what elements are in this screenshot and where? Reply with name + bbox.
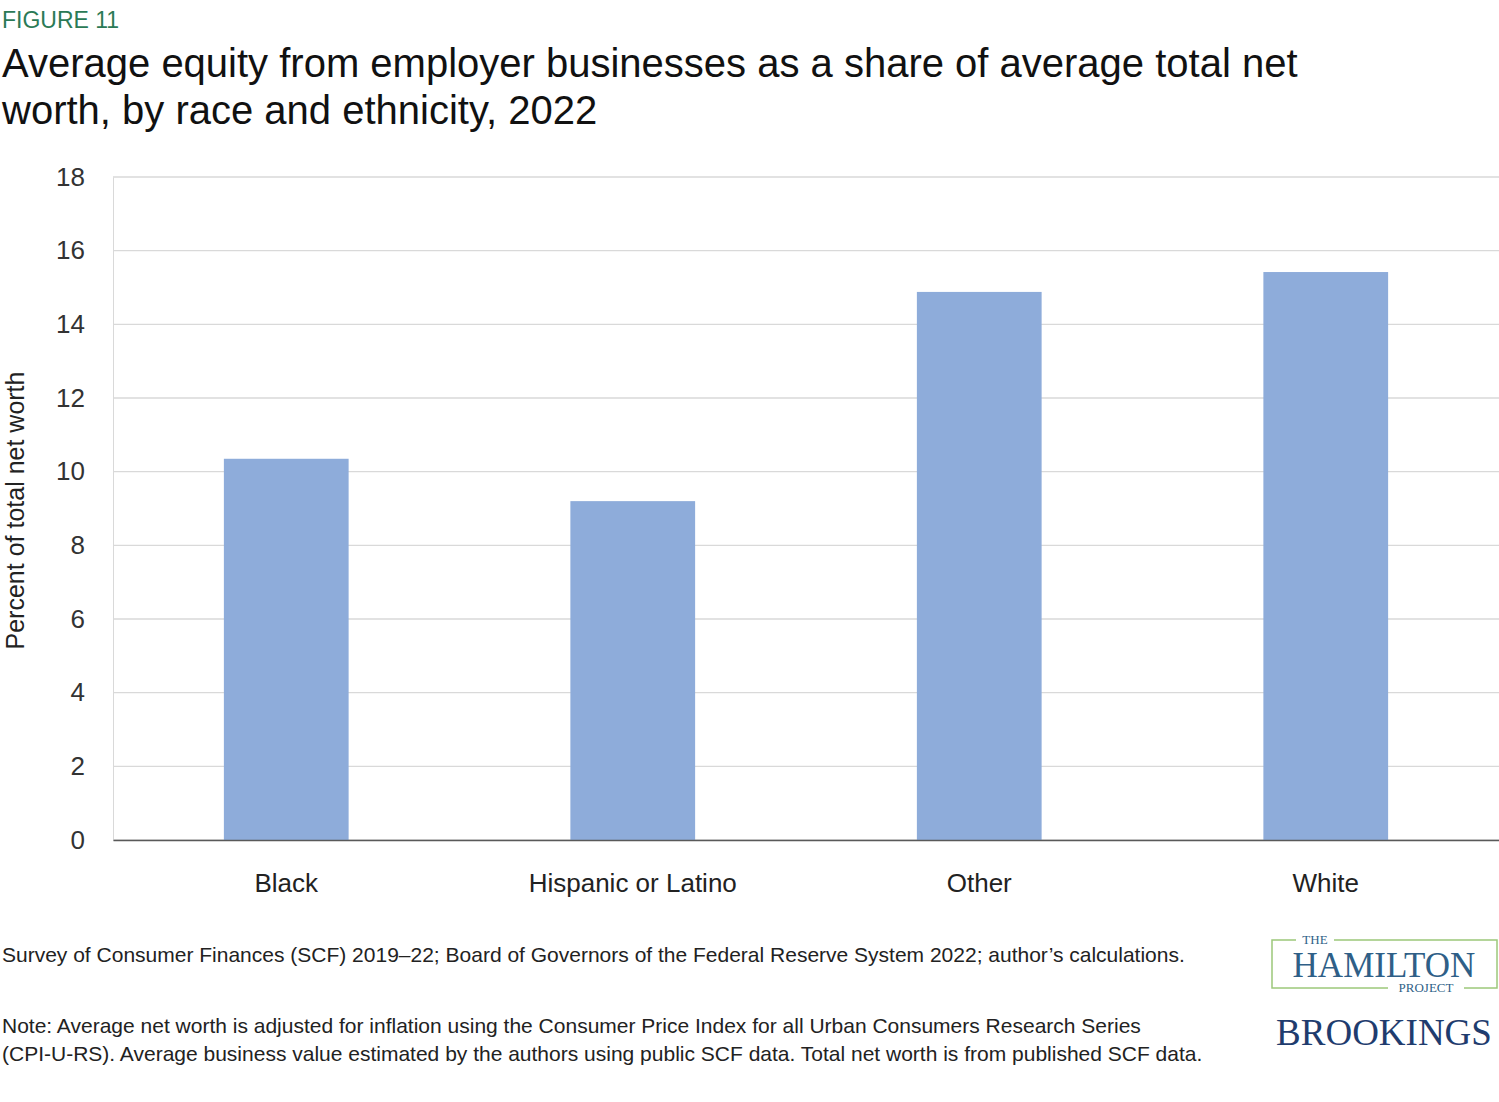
y-tick: 0 — [71, 825, 113, 855]
y-axis-title: Percent of total net worth — [1, 372, 29, 650]
logo-box — [1272, 940, 1497, 988]
y-axis-line — [113, 178, 114, 841]
bar — [224, 459, 349, 840]
y-tick-label: 8 — [71, 530, 85, 560]
y-tick: 14 — [56, 309, 113, 339]
y-tick-label: 10 — [56, 456, 85, 486]
title: Average equity from employer businesses … — [1, 41, 1298, 132]
y-tick: 16 — [56, 235, 113, 265]
note: Note: Average net worth is adjusted for … — [2, 1014, 1202, 1065]
figure-label: FIGURE 11 — [2, 7, 119, 33]
bar — [1263, 272, 1388, 840]
chart: FIGURE 11 Average equity from employer bu… — [0, 0, 1499, 1102]
grid-line — [113, 250, 1499, 251]
x-axis: Black Hispanic or Latino Other White — [114, 840, 1499, 898]
y-tick-label: 4 — [71, 677, 85, 707]
grid-line — [113, 176, 1499, 177]
y-tick-label: 6 — [71, 604, 85, 634]
bar — [570, 501, 695, 840]
y-tick: 4 — [71, 677, 113, 707]
x-axis-line — [114, 840, 1499, 842]
y-tick-label: 16 — [56, 235, 85, 265]
y-tick-label: 2 — [71, 751, 85, 781]
x-tick-label: White — [1293, 868, 1359, 898]
x-tick: Other — [947, 840, 1012, 898]
x-tick: Hispanic or Latino — [529, 840, 737, 898]
source-line: Survey of Consumer Finances (SCF) 2019–2… — [2, 943, 1185, 966]
grid — [113, 177, 1499, 840]
x-tick: Black — [254, 840, 319, 898]
logo-text: PROJECT — [1399, 980, 1454, 995]
x-tick-label: Other — [947, 868, 1012, 898]
logo-hamilton: THEHAMILTONPROJECT — [1272, 932, 1497, 995]
y-tick-label: 14 — [56, 309, 85, 339]
y-tick-label: 0 — [71, 825, 85, 855]
note-line: (CPI-U-RS). Average business value estim… — [2, 1042, 1202, 1065]
title-line: worth, by race and ethnicity, 2022 — [1, 88, 597, 132]
y-tick: 6 — [71, 604, 113, 634]
y-tick: 18 — [56, 162, 113, 192]
y-tick: 10 — [56, 456, 113, 486]
y-tick: 12 — [56, 383, 113, 413]
x-tick: White — [1293, 840, 1359, 898]
y-tick: 2 — [71, 751, 113, 781]
y-tick: 8 — [71, 530, 113, 560]
bars — [224, 272, 1388, 840]
x-tick-label: Hispanic or Latino — [529, 868, 737, 898]
logo-brookings: BROOKINGS — [1276, 1012, 1492, 1053]
note-line: Note: Average net worth is adjusted for … — [2, 1014, 1141, 1037]
bar — [917, 292, 1042, 840]
y-tick-label: 12 — [56, 383, 85, 413]
y-axis: 0 2 4 6 8 10 12 14 16 18 — [56, 162, 113, 855]
logo-text: THE — [1302, 932, 1327, 947]
y-tick-label: 18 — [56, 162, 85, 192]
source: Survey of Consumer Finances (SCF) 2019–2… — [2, 943, 1185, 966]
x-tick-label: Black — [254, 868, 319, 898]
title-line: Average equity from employer businesses … — [2, 41, 1298, 85]
